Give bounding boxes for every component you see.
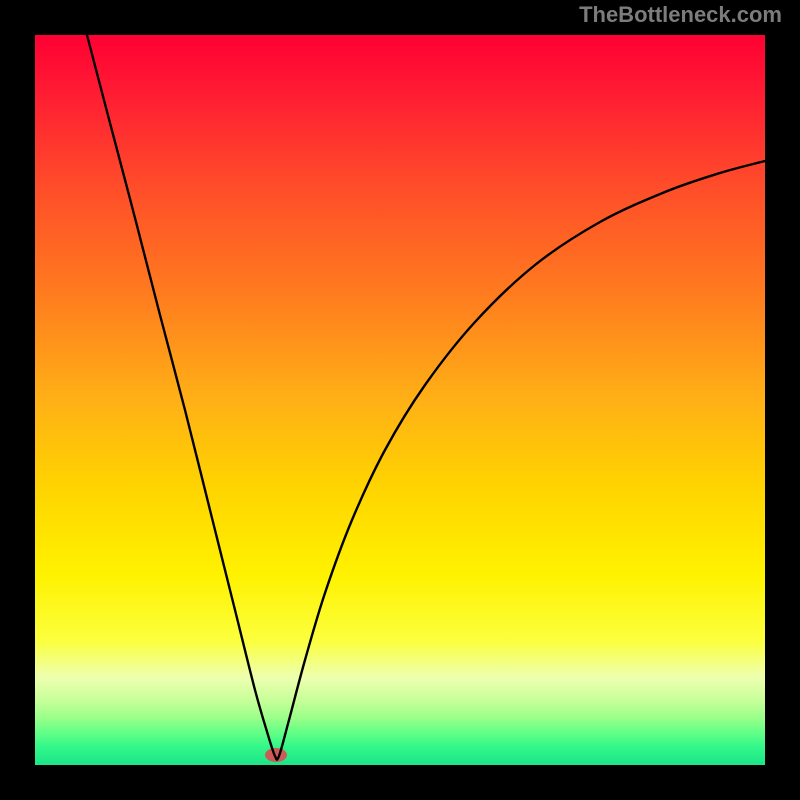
chart-svg — [0, 0, 800, 800]
plot-background — [35, 35, 765, 765]
watermark-text: TheBottleneck.com — [579, 2, 782, 28]
chart-container: TheBottleneck.com — [0, 0, 800, 800]
